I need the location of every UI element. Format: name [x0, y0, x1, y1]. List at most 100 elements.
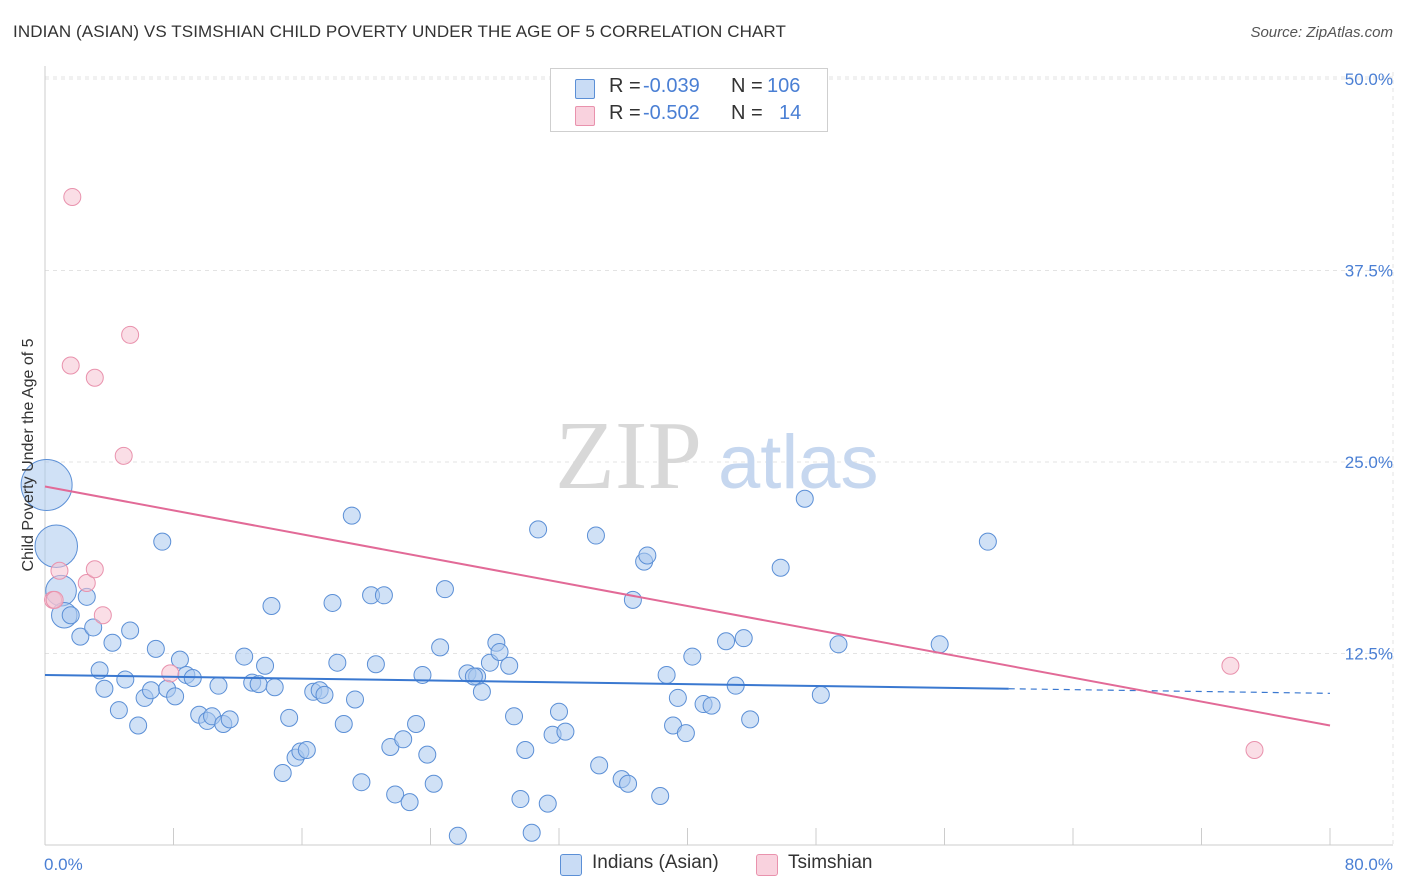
point-indians [431, 638, 450, 657]
point-indians [407, 714, 426, 733]
point-indians [683, 647, 702, 666]
point-tsimshian [114, 446, 133, 465]
point-indians [472, 682, 491, 701]
y-tick-label: 25.0% [1345, 453, 1393, 472]
point-indians [511, 790, 530, 809]
point-indians [811, 685, 830, 704]
point-indians [109, 701, 128, 720]
bottom-legend-swatch-blue [560, 854, 582, 876]
point-indians [103, 633, 122, 652]
trend-line-indians [44, 673, 1009, 690]
point-indians [676, 724, 695, 743]
point-indians [346, 690, 365, 709]
point-indians [142, 681, 161, 700]
point-indians [121, 621, 140, 640]
legend-r-value: -0.502 [643, 102, 700, 124]
watermark-zip: ZIP [555, 402, 702, 510]
point-indians [734, 629, 753, 648]
point-indians [328, 653, 347, 672]
point-indians [334, 714, 353, 733]
y-axis-label: Child Poverty Under the Age of 5 [20, 338, 37, 571]
point-indians [829, 635, 848, 654]
point-indians [556, 722, 575, 741]
legend-swatch-pink [575, 106, 595, 126]
point-indians [978, 532, 997, 551]
point-indians [374, 586, 393, 605]
point-indians [590, 756, 609, 775]
point-indians [235, 647, 254, 666]
point-indians [61, 606, 80, 625]
point-indians [424, 774, 443, 793]
point-indians [464, 667, 483, 686]
point-tsimshian [93, 606, 112, 625]
point-indians [265, 678, 284, 697]
trend-line-indians-extension [1008, 688, 1331, 694]
bottom-legend-label: Tsimshian [788, 852, 873, 873]
point-indians [323, 593, 342, 612]
point-indians [366, 655, 385, 674]
point-indians [522, 823, 541, 842]
point-indians [256, 656, 275, 675]
legend-n-label: N = [731, 75, 763, 97]
legend-r-value: -0.039 [643, 75, 700, 97]
point-indians [490, 642, 509, 661]
y-tick-label: 12.5% [1345, 645, 1393, 664]
trend-lines [44, 485, 1331, 727]
point-indians [702, 696, 721, 715]
point-indians [538, 794, 557, 813]
point-indians [586, 526, 605, 545]
point-indians [500, 656, 519, 675]
watermark-atlas: atlas [718, 420, 879, 505]
point-indians [71, 627, 90, 646]
point-indians [116, 670, 135, 689]
point-indians [505, 707, 524, 726]
point-indians [209, 676, 228, 695]
point-indians [34, 524, 78, 569]
point-tsimshian [45, 590, 64, 609]
y-tick-label: 50.0% [1345, 70, 1393, 89]
point-indians [529, 520, 548, 539]
x-tick-label-min: 0.0% [44, 855, 83, 874]
point-indians [413, 665, 432, 684]
point-tsimshian [121, 325, 140, 344]
point-indians [84, 618, 103, 637]
point-indians [435, 580, 454, 599]
point-indians [280, 708, 299, 727]
point-indians [166, 687, 185, 706]
point-indians [619, 774, 638, 793]
point-indians [638, 546, 657, 565]
point-indians [394, 730, 413, 749]
point-tsimshian [61, 356, 80, 375]
point-tsimshian [161, 664, 180, 683]
trend-line-tsimshian [44, 485, 1331, 727]
point-indians [129, 716, 148, 735]
chart-title: INDIAN (ASIAN) VS TSIMSHIAN CHILD POVERT… [13, 22, 786, 41]
point-tsimshian [85, 560, 104, 579]
bottom-legend-label: Indians (Asian) [592, 852, 719, 873]
point-indians [146, 639, 165, 658]
point-indians [668, 688, 687, 707]
legend-n-label: N = [731, 102, 763, 124]
legend-swatch-blue [575, 79, 595, 99]
point-indians [297, 741, 316, 760]
point-tsimshian [63, 187, 82, 206]
point-indians [20, 458, 73, 511]
point-indians [448, 826, 467, 845]
point-indians [315, 685, 334, 704]
legend-n-value: 14 [779, 102, 802, 124]
point-indians [741, 710, 760, 729]
point-indians [352, 773, 371, 792]
point-indians [418, 745, 437, 764]
source-credit: Source: ZipAtlas.com [1250, 24, 1393, 41]
point-indians [153, 532, 172, 551]
legend-n-value: 106 [767, 75, 801, 97]
point-indians [342, 506, 361, 525]
point-indians [717, 632, 736, 651]
point-indians [657, 665, 676, 684]
point-indians [795, 489, 814, 508]
point-indians [930, 635, 949, 654]
point-indians [400, 793, 419, 812]
point-indians [95, 679, 114, 698]
point-indians [651, 786, 670, 805]
